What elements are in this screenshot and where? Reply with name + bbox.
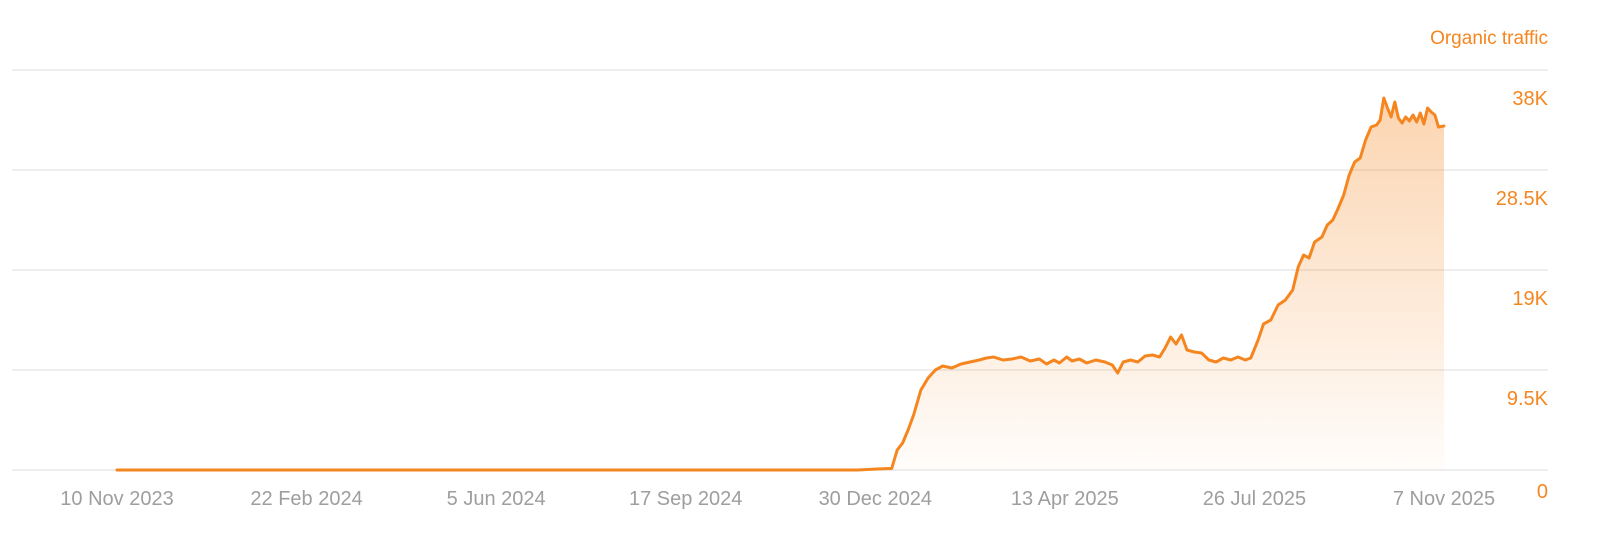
x-tick-label: 13 Apr 2025	[1011, 488, 1119, 510]
series-title-organic-traffic: Organic traffic	[1430, 28, 1548, 49]
x-axis-labels: 10 Nov 2023 22 Feb 2024 5 Jun 2024 17 Sep 2…	[60, 488, 1495, 510]
x-tick-label: 5 Jun 2024	[447, 488, 546, 510]
y-axis-labels: 0 9.5K 19K 28.5K 38K	[1496, 88, 1549, 503]
y-tick-label: 9.5K	[1507, 388, 1549, 410]
traffic-series-line	[115, 96, 1446, 472]
x-tick-label: 10 Nov 2023	[60, 488, 173, 510]
x-tick-label: 30 Dec 2024	[819, 488, 932, 510]
y-tick-label: 28.5K	[1496, 188, 1549, 210]
x-tick-label: 7 Nov 2025	[1393, 488, 1495, 510]
y-tick-label: 19K	[1512, 288, 1548, 310]
x-tick-label: 17 Sep 2024	[629, 488, 742, 510]
x-tick-label: 22 Feb 2024	[250, 488, 362, 510]
traffic-area	[117, 98, 1444, 470]
y-tick-label: 0	[1537, 481, 1548, 503]
x-tick-label: 26 Jul 2025	[1203, 488, 1306, 510]
y-tick-label: 38K	[1512, 88, 1548, 110]
